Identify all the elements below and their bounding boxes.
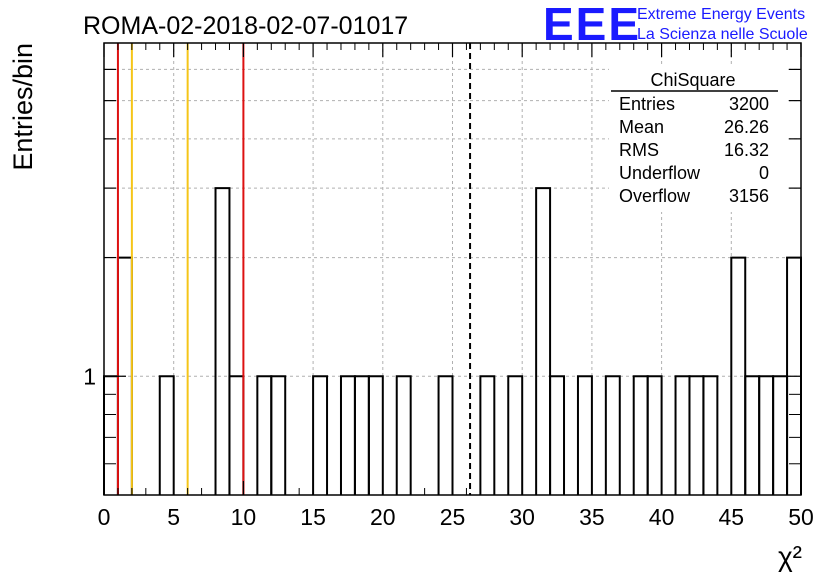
x-tick-label: 20	[370, 504, 396, 530]
histogram-bin	[646, 375, 663, 495]
histogram-bin	[549, 375, 566, 495]
histogram-bin	[758, 375, 775, 495]
chart-title: ROMA-02-2018-02-07-01017	[83, 12, 408, 40]
histogram-bin	[214, 187, 231, 495]
histogram-bin	[674, 375, 691, 495]
x-tick-label: 40	[649, 504, 675, 530]
x-tick-label: 10	[231, 504, 257, 530]
stats-box: ChiSquare Entries 3200 Mean 26.26 RMS 16.32 Un…	[609, 64, 787, 212]
x-tick-label: 15	[300, 504, 326, 530]
stats-row-label: Entries	[619, 94, 675, 114]
x-tick-label: 45	[719, 504, 745, 530]
stats-row-value: 16.32	[724, 140, 769, 160]
stats-box-background	[609, 64, 787, 212]
histogram-bars	[103, 187, 802, 495]
histogram-bin	[604, 375, 621, 495]
histogram-bin	[158, 375, 175, 495]
y-axis-label: Entries/bin	[8, 43, 38, 171]
x-tick-label: 50	[788, 504, 814, 530]
histogram-bin	[353, 375, 370, 495]
stats-row-value: 0	[759, 163, 769, 183]
histogram-bin	[772, 375, 789, 495]
stats-row-label: Mean	[619, 117, 664, 137]
stats-row-label: Underflow	[619, 163, 701, 183]
histogram-bin	[339, 375, 356, 495]
stats-row-value: 26.26	[724, 117, 769, 137]
stats-box-title: ChiSquare	[650, 70, 735, 90]
x-tick-label: 30	[509, 504, 535, 530]
stats-row-label: RMS	[619, 140, 659, 160]
eee-logo-line2: La Scienza nelle Scuole	[637, 26, 808, 43]
eee-logo-mark: EEE	[543, 0, 641, 50]
eee-logo: EEE Extreme Energy Events La Scienza nel…	[543, 0, 808, 50]
histogram-bin	[507, 375, 524, 495]
histogram-bin	[367, 375, 384, 495]
stats-row-value: 3156	[729, 186, 769, 206]
histogram-bin	[437, 375, 454, 495]
histogram-bin	[479, 375, 496, 495]
tick-labels: 0 5 10 15 20 25 30 35 40 45 50 1	[83, 363, 814, 530]
histogram-bin	[702, 375, 719, 495]
x-axis-label: χ²	[778, 541, 802, 572]
stats-row-value: 3200	[729, 94, 769, 114]
histogram-bin	[395, 375, 412, 495]
histogram-bin	[270, 375, 287, 495]
histogram-bin	[730, 256, 747, 495]
histogram-bin	[576, 375, 593, 495]
histogram-bin	[688, 375, 705, 495]
histogram-bin	[312, 375, 329, 495]
histogram-bin	[632, 375, 649, 495]
stats-row-label: Overflow	[619, 186, 691, 206]
x-tick-label: 5	[167, 504, 180, 530]
axis-ticks	[103, 43, 802, 495]
x-tick-label: 0	[98, 504, 111, 530]
y-tick-label: 1	[83, 363, 96, 389]
eee-logo-line1: Extreme Energy Events	[637, 6, 805, 23]
x-tick-label: 35	[579, 504, 605, 530]
reference-lines	[116, 43, 472, 495]
histogram-bin	[256, 375, 273, 495]
histogram-bin	[535, 187, 552, 495]
histogram-bin	[744, 375, 761, 495]
x-tick-label: 25	[440, 504, 466, 530]
histogram-bin	[228, 375, 245, 495]
